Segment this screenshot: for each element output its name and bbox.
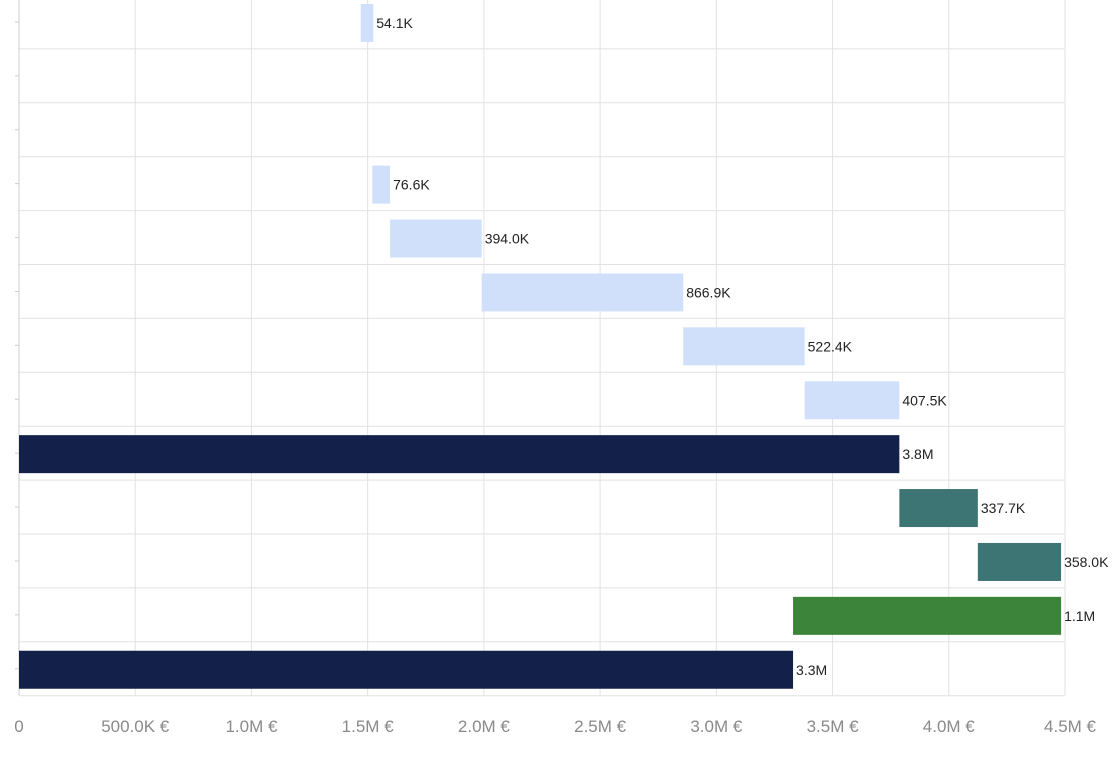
bar — [372, 165, 391, 204]
bar — [390, 219, 482, 258]
bars — [19, 3, 1062, 689]
bar-value-label: 3.3M — [796, 662, 827, 678]
x-tick-label: 2.0M € — [458, 717, 511, 736]
x-tick-label: 4.5M € — [1044, 717, 1097, 736]
bar — [683, 327, 805, 366]
bar-value-label: 394.0K — [485, 231, 530, 247]
bar — [19, 650, 794, 689]
x-tick-label: 1.5M € — [342, 717, 395, 736]
bar — [360, 3, 374, 42]
bar — [19, 435, 900, 474]
bar-value-label: 866.9K — [686, 284, 731, 300]
x-tick-label: 1.0M € — [225, 717, 278, 736]
bar — [804, 381, 900, 420]
x-tick-label: 4.0M € — [923, 717, 976, 736]
bar-value-label: 54.1K — [376, 15, 413, 31]
x-tick-label: 2.5M € — [574, 717, 627, 736]
bar-value-label: 76.6K — [393, 177, 430, 193]
bar-value-label: 3.8M — [902, 446, 933, 462]
bar-value-label: 1.1M — [1064, 608, 1095, 624]
x-tick-label: 3.0M € — [690, 717, 743, 736]
bar-value-label: 407.5K — [902, 392, 947, 408]
bar-value-label: 358.0K — [1064, 554, 1109, 570]
bar — [481, 273, 684, 312]
x-tick-label: 0 — [14, 717, 23, 736]
data-labels: 54.1K 76.6K 394.0K 866.9K 522.4K 407.5K 3.8M 33… — [376, 15, 1109, 678]
grid — [15, 0, 1066, 697]
x-tick-label: 500.0K € — [101, 717, 170, 736]
bar-value-label: 337.7K — [981, 500, 1026, 516]
x-axis: 0 500.0K € 1.0M € 1.5M € 2.0M € 2.5M € 3.0M € 3… — [14, 717, 1096, 736]
bar — [899, 489, 978, 528]
bar — [793, 596, 1062, 635]
bar — [977, 542, 1062, 581]
x-tick-label: 3.5M € — [807, 717, 860, 736]
bar-value-label: 522.4K — [808, 338, 853, 354]
